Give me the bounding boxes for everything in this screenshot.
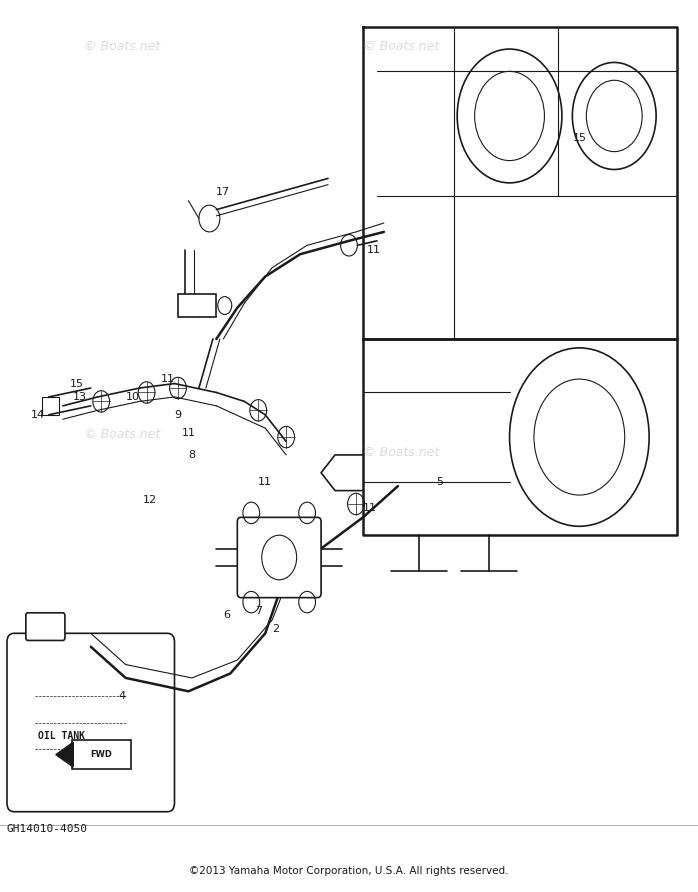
Text: 11: 11	[258, 476, 272, 487]
Text: 7: 7	[255, 606, 262, 616]
Text: 12: 12	[143, 494, 157, 505]
Text: 9: 9	[174, 409, 181, 420]
Text: 10: 10	[126, 392, 140, 402]
Text: 11: 11	[181, 427, 195, 438]
Text: © Boats.net: © Boats.net	[84, 428, 160, 442]
Text: OIL TANK: OIL TANK	[38, 731, 85, 741]
Text: 11: 11	[161, 374, 174, 384]
Text: GH14010-4050: GH14010-4050	[7, 824, 88, 834]
Text: 16: 16	[178, 298, 192, 309]
Text: 2: 2	[272, 624, 279, 634]
Text: 4: 4	[119, 690, 126, 701]
Text: 8: 8	[188, 450, 195, 460]
FancyBboxPatch shape	[72, 740, 131, 769]
FancyBboxPatch shape	[237, 517, 321, 598]
Polygon shape	[56, 742, 73, 767]
Text: FWD: FWD	[90, 750, 112, 759]
Text: 13: 13	[73, 392, 87, 402]
Text: 15: 15	[572, 133, 586, 144]
Text: 3: 3	[314, 588, 321, 599]
Bar	[178, 294, 216, 317]
Text: 15: 15	[255, 516, 269, 527]
Text: © Boats.net: © Boats.net	[363, 446, 439, 459]
FancyBboxPatch shape	[26, 613, 65, 640]
Text: 1: 1	[286, 561, 293, 572]
Text: 11: 11	[366, 244, 380, 255]
Text: © Boats.net: © Boats.net	[84, 40, 160, 54]
FancyBboxPatch shape	[7, 633, 174, 812]
Text: 5: 5	[436, 476, 443, 487]
Text: ©2013 Yamaha Motor Corporation, U.S.A. All rights reserved.: ©2013 Yamaha Motor Corporation, U.S.A. A…	[189, 866, 509, 876]
Text: 17: 17	[216, 186, 230, 197]
Bar	[42, 397, 59, 415]
Text: 6: 6	[223, 610, 230, 621]
Text: © Boats.net: © Boats.net	[363, 40, 439, 54]
Text: 15: 15	[70, 378, 84, 389]
Text: 14: 14	[31, 409, 45, 420]
Text: 11: 11	[363, 503, 377, 514]
